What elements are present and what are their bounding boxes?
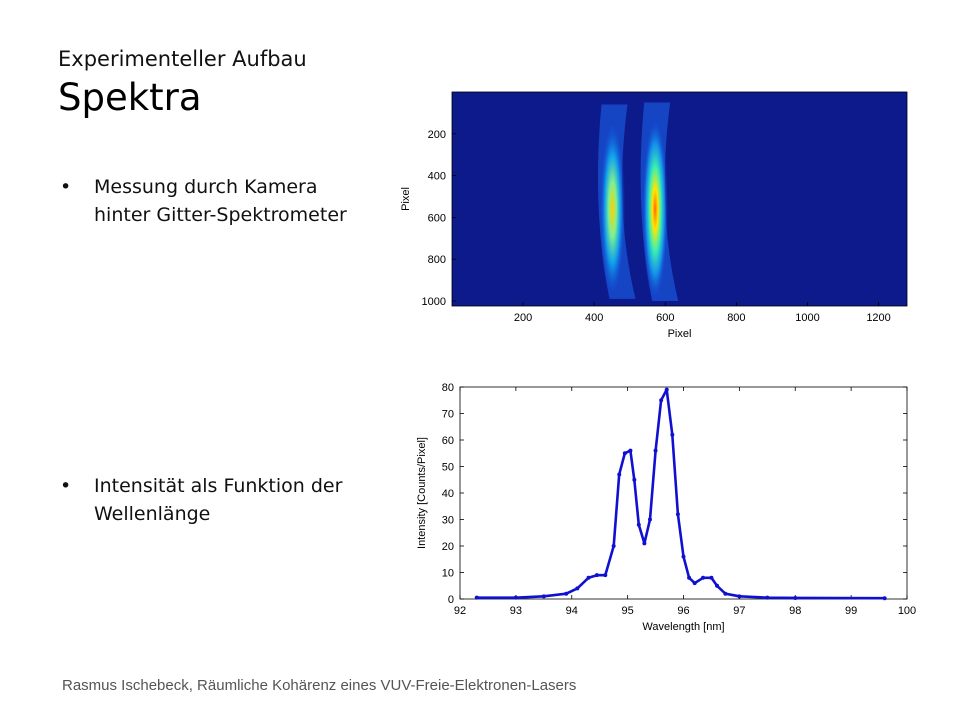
x-tick-label: 98 — [789, 605, 801, 617]
y-tick-label: 10 — [442, 568, 454, 580]
data-point — [664, 387, 669, 392]
data-point — [513, 595, 518, 600]
y-tick-label: 600 — [428, 212, 446, 224]
data-point — [670, 432, 675, 437]
data-point — [642, 541, 647, 546]
x-tick-label: 92 — [454, 605, 466, 617]
data-point — [659, 398, 664, 403]
x-tick-label: 93 — [510, 605, 522, 617]
x-tick-label: 99 — [845, 605, 857, 617]
data-point — [575, 586, 580, 591]
y-tick-label: 60 — [442, 435, 454, 447]
bullet-symbol: • — [60, 176, 72, 198]
data-point — [681, 554, 686, 559]
spectrum-chart: 92 93 94 95 96 97 98 99 100 0 10 20 30 40 50 60 70 80 Wave… — [416, 382, 916, 633]
data-point — [636, 522, 641, 527]
x-tick-label: 600 — [656, 312, 674, 324]
bullet-text: Messung durch Kamera hinter Gitter-Spekt… — [94, 176, 347, 226]
y-tick-label: 50 — [442, 462, 454, 474]
y-tick-label: 70 — [442, 409, 454, 421]
data-point — [564, 591, 569, 596]
footer-text: Rasmus Ischebeck, Räumliche Kohärenz ein… — [62, 677, 577, 694]
data-point — [474, 595, 479, 600]
y-tick-label: 800 — [428, 254, 446, 266]
data-point — [675, 512, 680, 517]
data-point — [653, 448, 658, 453]
data-point — [611, 544, 616, 548]
data-point — [882, 596, 887, 601]
x-tick-label: 97 — [733, 605, 745, 617]
bullet-item: • Intensität als Funktion der Wellenläng… — [60, 472, 370, 528]
bullet-item: • Messung durch Kamera hinter Gitter-Spe… — [60, 173, 370, 229]
y-tick-label: 30 — [442, 515, 454, 527]
y-tick-label: 200 — [428, 129, 446, 141]
slide-title: Spektra — [58, 76, 202, 119]
data-point — [628, 448, 633, 453]
y-tick-label: 400 — [428, 171, 446, 183]
y-tick-label: 1000 — [422, 296, 446, 308]
y-axis-label: Intensity [Counts/Pixel] — [416, 437, 428, 549]
x-tick-label: 800 — [727, 312, 745, 324]
data-point — [692, 581, 697, 586]
y-tick-label: 20 — [442, 541, 454, 553]
data-point — [586, 575, 591, 580]
y-tick-label: 40 — [442, 488, 454, 500]
data-point — [687, 575, 692, 580]
plot-frame — [459, 386, 908, 600]
x-tick-label: 1200 — [866, 312, 890, 324]
data-point — [793, 595, 798, 600]
y-axis-label: Pixel — [400, 187, 412, 211]
data-point — [603, 573, 608, 578]
x-tick-label: 200 — [514, 312, 532, 324]
x-tick-label: 95 — [622, 605, 634, 617]
data-point — [709, 575, 714, 580]
heatmap-feature-2 — [642, 115, 669, 303]
heatmap-background — [452, 92, 907, 306]
x-tick-label: 1000 — [795, 312, 819, 324]
x-axis-label: Pixel — [668, 328, 692, 340]
heatmap-frame — [451, 91, 908, 307]
data-point — [594, 573, 599, 578]
data-point — [715, 583, 720, 588]
camera-image-chart: 200 400 600 800 1000 1200 200 400 600 800 1000 Pixe… — [400, 91, 908, 340]
x-tick-label: 400 — [585, 312, 603, 324]
heatmap-layer — [597, 102, 679, 303]
x-tick-label: 100 — [898, 605, 916, 617]
data-point — [622, 451, 627, 456]
y-tick-label: 0 — [448, 594, 454, 606]
data-point — [701, 575, 706, 580]
data-point — [617, 472, 622, 477]
data-point — [765, 595, 770, 600]
x-tick-label: 96 — [677, 605, 689, 617]
bullet-symbol: • — [60, 475, 72, 497]
data-point — [723, 591, 728, 596]
data-point — [632, 477, 637, 482]
slide-subtitle: Experimenteller Aufbau — [58, 47, 307, 71]
bullet-text: Intensität als Funktion der Wellenlänge — [94, 475, 343, 525]
x-tick-label: 94 — [566, 605, 578, 617]
x-axis-label: Wavelength [nm] — [642, 621, 724, 633]
heatmap-feature-1 — [599, 117, 626, 301]
data-point — [541, 594, 546, 599]
data-point — [737, 594, 742, 599]
data-point — [647, 517, 652, 522]
y-tick-label: 80 — [442, 382, 454, 394]
